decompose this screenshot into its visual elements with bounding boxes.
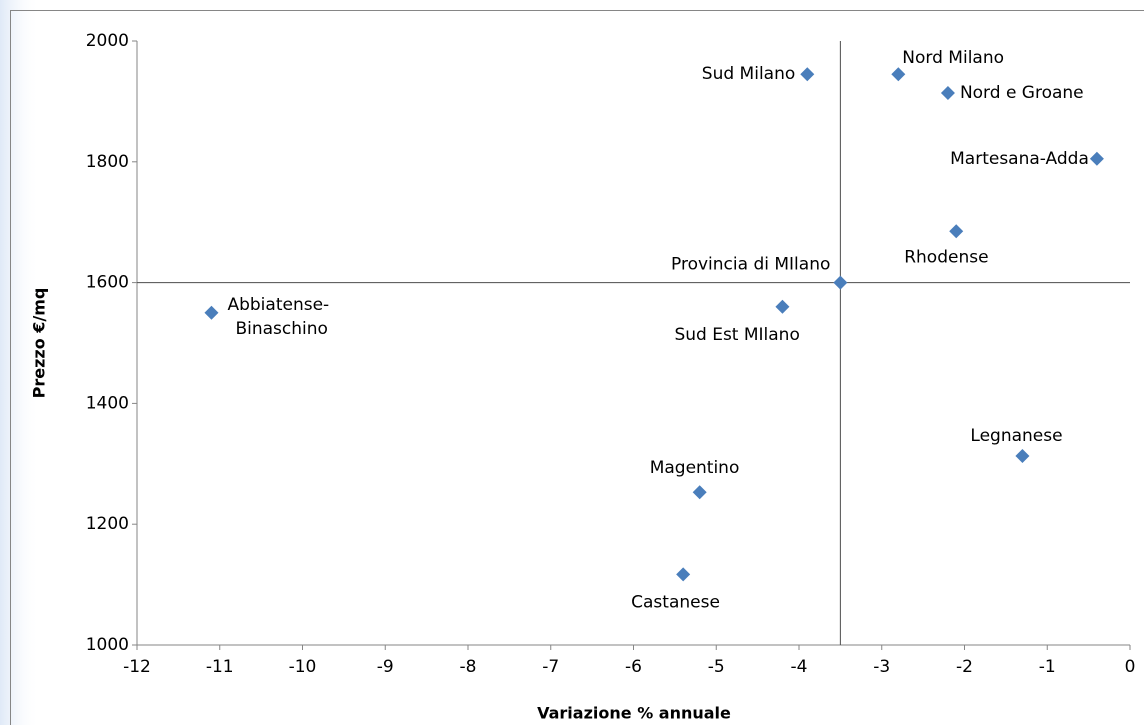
- point-label: Nord Milano: [902, 48, 1004, 68]
- x-tick-label: -2: [956, 657, 973, 677]
- x-axis-title: Variazione % annuale: [537, 704, 731, 723]
- point: [676, 567, 691, 582]
- point-label: Castanese: [631, 592, 720, 612]
- point-label: Nord e Groane: [960, 83, 1084, 103]
- point-label: Magentino: [650, 458, 740, 478]
- point: [692, 485, 707, 500]
- y-tick-label: 2000: [86, 31, 129, 51]
- point-label: Legnanese: [970, 426, 1062, 446]
- point: [891, 67, 906, 82]
- x-tick-label: -5: [708, 657, 725, 677]
- y-tick-label: 1000: [86, 635, 129, 655]
- point: [833, 275, 848, 290]
- edge-shade: [0, 0, 40, 725]
- x-tick-label: -1: [1039, 657, 1056, 677]
- point: [1089, 151, 1104, 166]
- x-tick-label: -10: [289, 657, 317, 677]
- y-axis-title: Prezzo €/mq: [30, 288, 49, 399]
- chart-border: [10, 10, 1144, 725]
- point-label: Sud Milano: [702, 64, 795, 84]
- point: [1015, 448, 1030, 463]
- y-tick-label: 1600: [86, 273, 129, 293]
- y-tick-label: 1200: [86, 514, 129, 534]
- x-tick-label: -3: [873, 657, 890, 677]
- x-tick-label: -8: [460, 657, 477, 677]
- x-tick-label: -9: [377, 657, 394, 677]
- point-label: Rhodense: [904, 247, 988, 267]
- x-tick-label: -4: [791, 657, 808, 677]
- point-label: Provincia di MIlano: [671, 255, 830, 275]
- y-tick-label: 1400: [86, 393, 129, 413]
- x-tick-label: 0: [1125, 657, 1136, 677]
- x-tick-label: -6: [625, 657, 642, 677]
- x-tick-label: -11: [206, 657, 234, 677]
- point-label: Sud Est MIlano: [674, 325, 799, 345]
- x-tick-label: -7: [542, 657, 559, 677]
- point: [800, 67, 815, 82]
- point: [940, 85, 955, 100]
- y-tick-label: 1800: [86, 152, 129, 172]
- point: [204, 305, 219, 320]
- point-label: Abbiatense-Binaschino: [227, 295, 329, 339]
- point: [775, 299, 790, 314]
- point-label: Martesana-Adda: [950, 149, 1089, 169]
- point: [949, 224, 964, 239]
- x-tick-label: -12: [123, 657, 151, 677]
